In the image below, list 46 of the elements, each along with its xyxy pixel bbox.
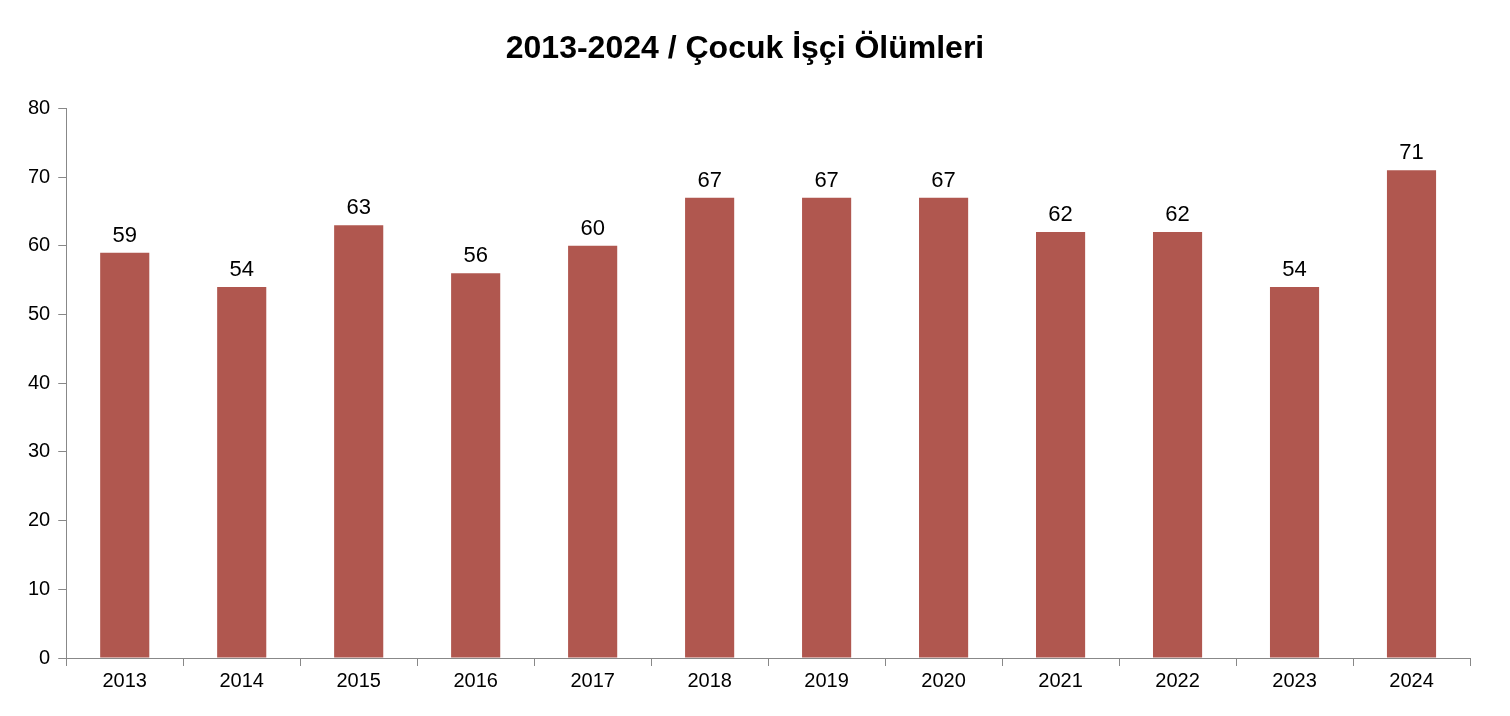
- bar: [1269, 287, 1320, 658]
- chart-title: 2013-2024 / Çocuk İşçi Ölümleri: [505, 29, 985, 66]
- x-tick-label: 2014: [219, 668, 264, 691]
- x-tick-label: 2015: [336, 668, 381, 691]
- y-tick-label: 30: [28, 439, 51, 462]
- bar: [1036, 232, 1086, 658]
- x-tick-label: 2020: [921, 668, 966, 691]
- data-label: 59: [112, 221, 137, 247]
- data-label: 67: [697, 166, 722, 192]
- bar: [568, 245, 618, 658]
- x-tick-label: 2022: [1155, 668, 1200, 691]
- y-tick-label: 70: [28, 164, 51, 187]
- y-tick-label: 80: [28, 95, 51, 118]
- bar: [919, 197, 969, 658]
- x-tick-label: 2016: [453, 668, 498, 691]
- bar: [451, 273, 501, 658]
- data-label: 67: [931, 166, 956, 192]
- bar: [685, 197, 735, 658]
- bar: [802, 197, 852, 658]
- bar: [217, 287, 267, 658]
- y-tick-label: 20: [28, 508, 51, 531]
- bar: [100, 252, 150, 658]
- data-label: 56: [463, 242, 488, 268]
- bar: [334, 225, 384, 658]
- x-tick-label: 2021: [1038, 668, 1083, 691]
- y-tick-label: 0: [39, 645, 51, 668]
- x-tick-label: 2017: [570, 668, 615, 691]
- data-label: 67: [814, 166, 839, 192]
- data-label: 60: [580, 214, 605, 240]
- data-label: 63: [346, 194, 371, 220]
- x-tick-label: 2018: [687, 668, 732, 691]
- x-tick-label: 2024: [1389, 668, 1434, 691]
- y-tick-label: 60: [28, 233, 51, 256]
- data-label: 54: [1282, 256, 1307, 282]
- x-tick-label: 2023: [1272, 668, 1317, 691]
- data-label: 71: [1399, 139, 1424, 165]
- y-tick-label: 40: [28, 370, 51, 393]
- bar: [1386, 170, 1437, 658]
- y-tick-label: 50: [28, 302, 51, 325]
- x-tick-label: 2019: [804, 668, 849, 691]
- data-label: 54: [229, 256, 254, 282]
- data-label: 62: [1165, 201, 1190, 227]
- data-label: 62: [1048, 201, 1073, 227]
- y-tick-label: 10: [28, 576, 51, 599]
- bar: [1152, 232, 1203, 658]
- x-tick-label: 2013: [102, 668, 147, 691]
